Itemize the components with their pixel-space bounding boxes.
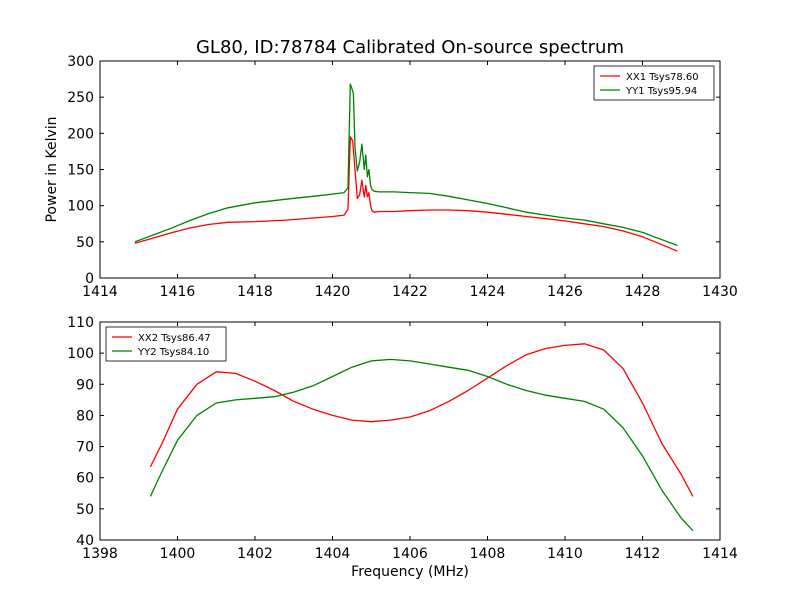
x-tick-label: 1422 (392, 284, 428, 300)
legend-label: XX1 Tsys78.60 (626, 72, 699, 83)
x-tick-label: 1412 (625, 546, 661, 562)
chart-panel-bottom: 1398 1400 1402 1404 1406 1408 1410 1412 1414 40 50… (67, 315, 738, 580)
y-tick-label: 250 (67, 90, 94, 106)
y-tick-label: 200 (67, 126, 94, 142)
legend-box (593, 65, 715, 101)
x-axis-label: Frequency (MHz) (351, 564, 469, 580)
x-tick-label: 1398 (82, 546, 118, 562)
x-tick-label: 1400 (160, 546, 196, 562)
y-tick-label: 100 (67, 346, 94, 362)
x-tick-label: 1406 (392, 546, 428, 562)
x-tick-label: 1428 (625, 284, 661, 300)
legend-label: YY2 Tsys84.10 (137, 347, 209, 358)
y-tick-label: 0 (85, 271, 94, 287)
chart-panel-top: 1414 1416 1418 1420 1422 1424 1426 1428 1430 0 50 1… (44, 54, 738, 300)
y-tick-label: 70 (76, 440, 94, 456)
x-tick-label: 1424 (470, 284, 506, 300)
x-tick-label: 1430 (702, 284, 738, 300)
legend-box (105, 326, 227, 362)
y-axis-label: Power in Kelvin (44, 116, 60, 222)
series-group (134, 83, 678, 252)
x-tick-label: 1410 (547, 546, 583, 562)
series-line-yy2 (149, 358, 694, 532)
x-tick-label: 1402 (237, 546, 273, 562)
x-tick-label: 1408 (470, 546, 506, 562)
y-tick-label: 60 (76, 471, 94, 487)
x-tick-label: 1414 (82, 284, 118, 300)
y-tick-label: 80 (76, 408, 94, 424)
y-tick-label: 300 (67, 54, 94, 70)
y-tick-label: 90 (76, 377, 94, 393)
figure-title: GL80, ID:78784 Calibrated On-source spec… (196, 37, 624, 58)
y-tick-label: 110 (67, 315, 94, 331)
plots-container: 1414 1416 1418 1420 1422 1424 1426 1428 14300501… (44, 54, 738, 580)
series-line-yy1 (134, 83, 678, 247)
y-tick-label: 150 (67, 163, 94, 179)
y-tick-label: 50 (76, 235, 94, 251)
x-tick-label: 1416 (160, 284, 196, 300)
x-tick-label: 1420 (315, 284, 351, 300)
x-tick-label: 1418 (237, 284, 273, 300)
legend-label: YY1 Tsys95.94 (625, 86, 697, 97)
series-line-xx1 (134, 136, 678, 252)
series-line-xx2 (149, 343, 694, 497)
legend: XX1 Tsys78.60 YY1 Tsys95.94 (593, 65, 715, 101)
x-tick-label: 1426 (547, 284, 583, 300)
y-tick-label: 100 (67, 199, 94, 215)
y-tick-label: 50 (76, 502, 94, 518)
x-tick-label: 1404 (315, 546, 351, 562)
legend-label: XX2 Tsys86.47 (138, 333, 211, 344)
series-group (149, 343, 694, 532)
legend: XX2 Tsys86.47 YY2 Tsys84.10 (105, 326, 227, 362)
y-tick-label: 40 (76, 533, 94, 549)
x-tick-label: 1414 (702, 546, 738, 562)
